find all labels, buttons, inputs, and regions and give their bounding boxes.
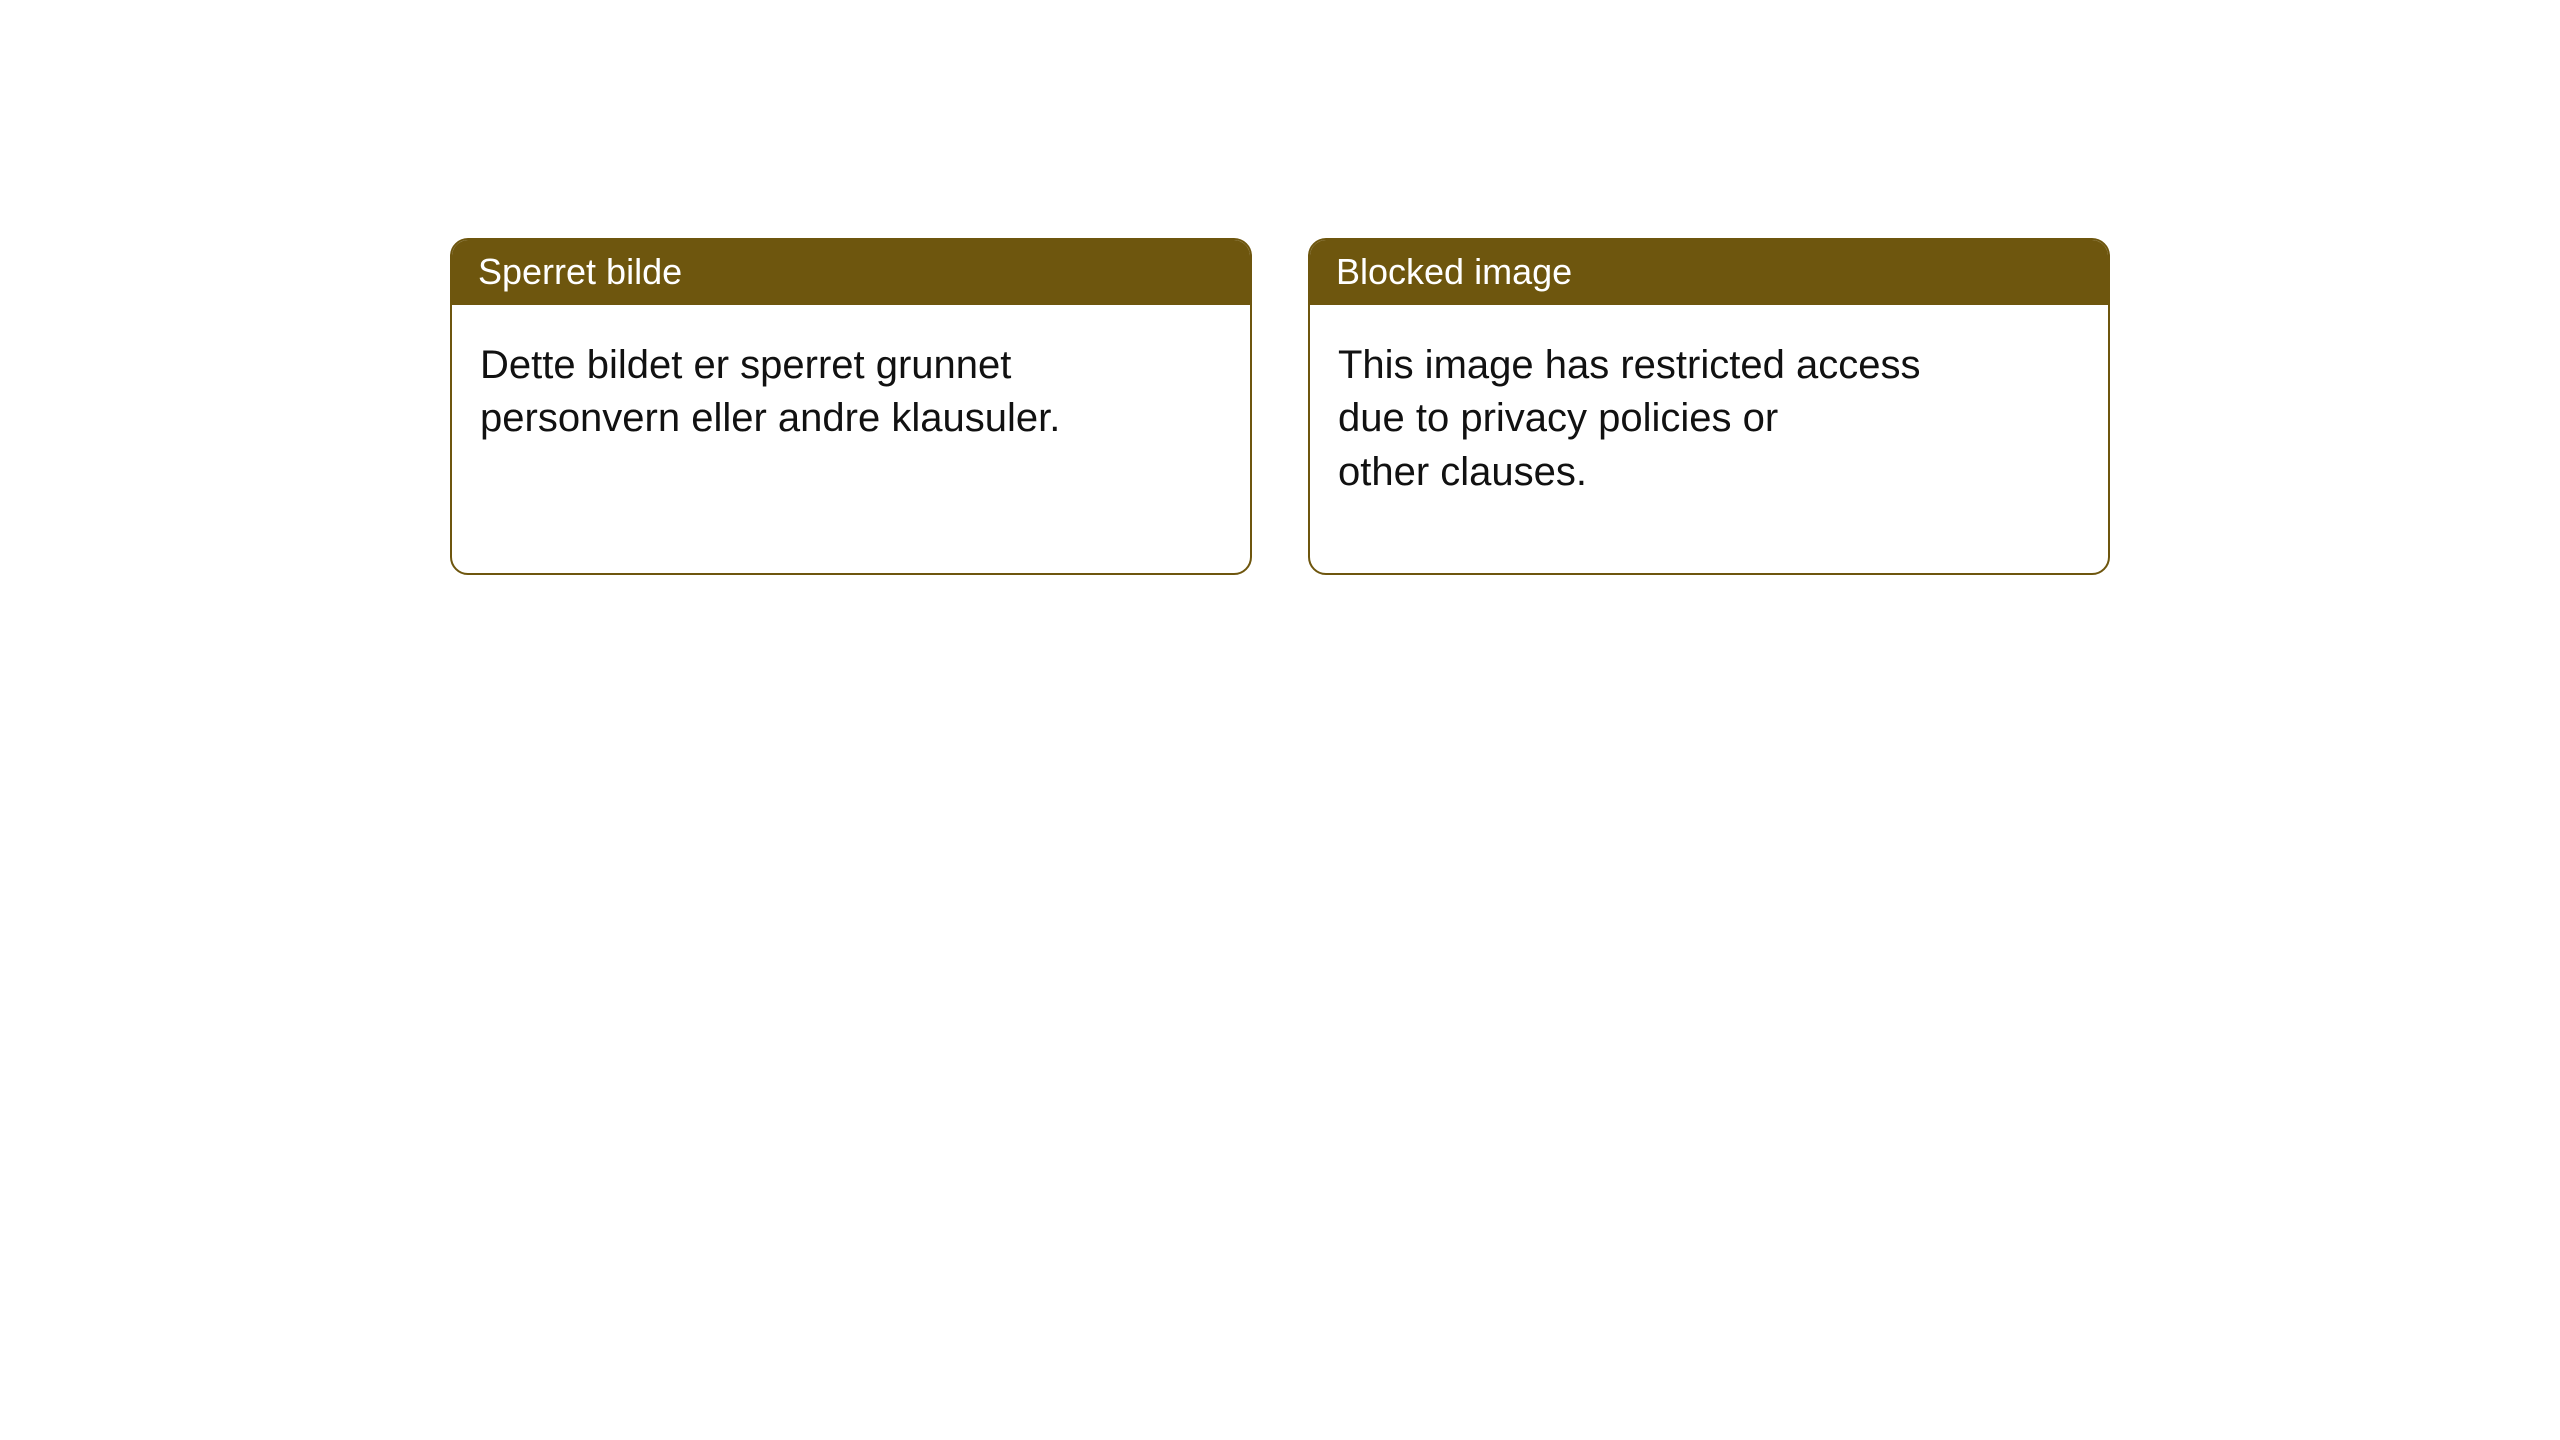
blocked-image-notice-row: Sperret bilde Dette bildet er sperret gr… [450,238,2110,575]
blocked-image-card-en: Blocked image This image has restricted … [1308,238,2110,575]
card-body-no: Dette bildet er sperret grunnet personve… [452,305,1132,519]
blocked-image-card-no: Sperret bilde Dette bildet er sperret gr… [450,238,1252,575]
card-header-no: Sperret bilde [452,240,1250,305]
viewport: Sperret bilde Dette bildet er sperret gr… [0,0,2560,1440]
card-body-en: This image has restricted access due to … [1310,305,1990,573]
card-header-en: Blocked image [1310,240,2108,305]
